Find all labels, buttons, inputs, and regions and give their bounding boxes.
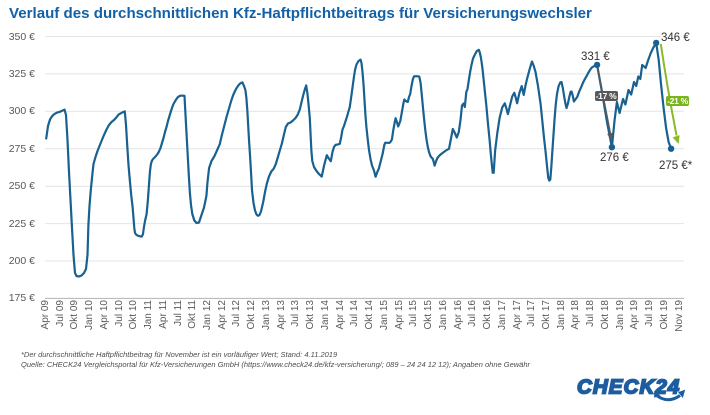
svg-text:CHECK24: CHECK24 [577,376,680,399]
